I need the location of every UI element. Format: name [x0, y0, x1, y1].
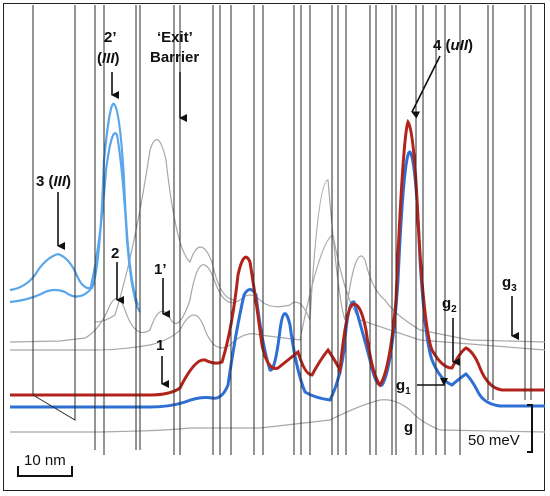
label-energy-scale: 50 meV [468, 432, 520, 449]
label-length-scale: 10 nm [24, 452, 66, 469]
length-scale-bar [17, 466, 73, 477]
label-state-4: 4 (uII) [433, 37, 473, 54]
label-exit-line2: Barrier [150, 49, 199, 66]
gray-trace-peak-mid [94, 139, 236, 323]
label-g: g [404, 419, 413, 436]
gray-trace-upper [9, 179, 546, 343]
label-state-2p-top: 2’ [104, 29, 117, 46]
left-slope-line [32, 5, 76, 421]
gray-trace-lower [10, 234, 546, 351]
figure-frame [3, 3, 545, 491]
energy-scale-bar [527, 404, 533, 453]
label-state-2p-bottom: (III) [97, 50, 120, 67]
label-state-1: 1 [156, 337, 164, 354]
light-blue-trace-1 [9, 102, 140, 306]
label-g1: g1 [396, 377, 411, 397]
label-exit-line1: ‘Exit’ [157, 29, 193, 46]
label-g2: g2 [442, 295, 457, 315]
light-blue-trace-2 [9, 132, 141, 313]
label-state-3: 3 (III) [36, 173, 71, 190]
label-g3: g3 [502, 274, 517, 294]
light-blue-traces [9, 102, 141, 313]
label-state-1p: 1’ [154, 261, 167, 278]
potential-barrier-lines [32, 5, 532, 455]
annotation-arrows [57, 55, 519, 388]
gray-trace-bottom [10, 399, 546, 433]
scale-bars [17, 404, 533, 477]
label-state-2: 2 [111, 245, 119, 262]
arrow-state-4 [411, 55, 441, 119]
gray-state-traces [9, 139, 546, 433]
